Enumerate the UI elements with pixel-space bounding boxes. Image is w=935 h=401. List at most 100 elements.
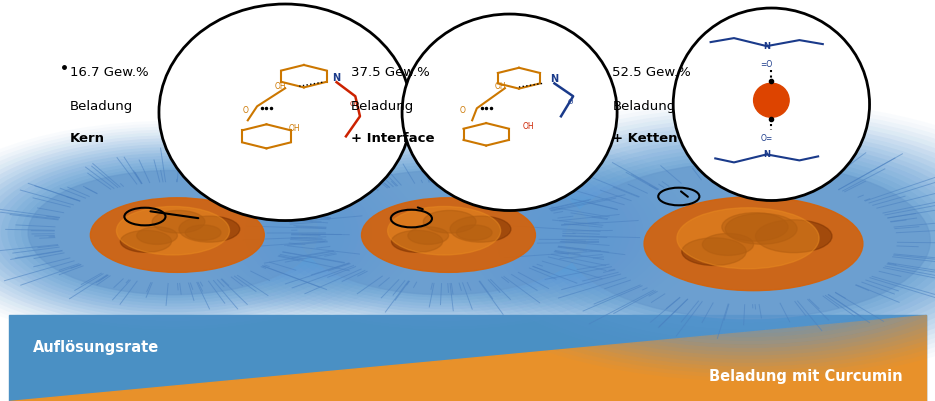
Circle shape	[237, 144, 651, 321]
Ellipse shape	[754, 83, 789, 117]
Circle shape	[0, 144, 380, 321]
Circle shape	[488, 129, 935, 352]
Circle shape	[7, 162, 338, 304]
Circle shape	[677, 208, 819, 269]
Circle shape	[245, 147, 643, 318]
Text: Kern: Kern	[70, 132, 105, 145]
Text: O: O	[460, 106, 466, 115]
Text: OH: OH	[495, 82, 506, 91]
Circle shape	[456, 225, 492, 240]
Circle shape	[272, 159, 616, 306]
Circle shape	[523, 144, 935, 337]
Ellipse shape	[159, 4, 411, 221]
Circle shape	[424, 211, 476, 233]
Circle shape	[549, 155, 935, 326]
Circle shape	[217, 135, 671, 330]
Text: Auflösungsrate: Auflösungsrate	[33, 340, 159, 355]
Circle shape	[0, 132, 407, 333]
Circle shape	[299, 170, 589, 295]
Circle shape	[392, 231, 442, 252]
Circle shape	[0, 138, 393, 327]
Circle shape	[91, 198, 265, 272]
Text: OH: OH	[289, 124, 300, 133]
Circle shape	[557, 159, 935, 322]
Text: + Ketten: + Ketten	[612, 132, 678, 145]
Circle shape	[179, 216, 239, 242]
Text: 37.5 Gew.%: 37.5 Gew.%	[351, 66, 429, 79]
Circle shape	[0, 141, 386, 324]
Circle shape	[0, 130, 413, 336]
Circle shape	[497, 133, 935, 348]
Text: N: N	[763, 150, 770, 159]
Circle shape	[722, 213, 788, 241]
Text: Beladung: Beladung	[612, 100, 676, 113]
Polygon shape	[9, 315, 926, 401]
Circle shape	[117, 207, 229, 255]
Circle shape	[755, 220, 832, 253]
Text: O: O	[243, 106, 249, 115]
Circle shape	[682, 238, 746, 265]
Circle shape	[285, 164, 603, 301]
Circle shape	[463, 118, 935, 363]
Circle shape	[279, 162, 610, 304]
Circle shape	[14, 164, 332, 301]
Circle shape	[0, 153, 359, 312]
Circle shape	[454, 115, 935, 367]
Circle shape	[293, 168, 596, 298]
Circle shape	[362, 198, 536, 272]
Circle shape	[644, 197, 863, 291]
Circle shape	[0, 147, 372, 318]
Circle shape	[137, 227, 178, 244]
Circle shape	[506, 137, 935, 344]
Circle shape	[152, 211, 205, 233]
Circle shape	[121, 231, 171, 252]
Circle shape	[566, 162, 930, 319]
Text: N: N	[551, 75, 558, 84]
Circle shape	[224, 138, 664, 327]
Text: Beladung mit Curcumin: Beladung mit Curcumin	[709, 369, 902, 385]
Text: OH: OH	[275, 82, 286, 91]
Circle shape	[0, 135, 400, 330]
Text: =O: =O	[760, 60, 773, 69]
Circle shape	[702, 233, 754, 255]
Circle shape	[204, 130, 684, 336]
Circle shape	[531, 148, 935, 334]
Circle shape	[471, 122, 935, 359]
Text: O=: O=	[760, 134, 773, 143]
Circle shape	[22, 168, 324, 298]
Circle shape	[539, 151, 935, 330]
Circle shape	[726, 213, 798, 244]
Text: N: N	[333, 73, 340, 83]
Circle shape	[231, 141, 657, 324]
Circle shape	[258, 153, 630, 312]
Circle shape	[185, 225, 221, 240]
Circle shape	[408, 227, 449, 244]
Text: O: O	[568, 99, 573, 105]
Ellipse shape	[402, 14, 617, 211]
Text: 16.7 Gew.%: 16.7 Gew.%	[70, 66, 149, 79]
Circle shape	[28, 170, 318, 295]
Circle shape	[514, 140, 935, 341]
Circle shape	[450, 216, 511, 242]
Circle shape	[480, 126, 935, 356]
Circle shape	[1, 159, 345, 306]
Circle shape	[566, 162, 930, 319]
Text: 52.5 Gew.%: 52.5 Gew.%	[612, 66, 691, 79]
Circle shape	[0, 150, 366, 315]
Circle shape	[299, 170, 589, 295]
Text: + Interface: + Interface	[351, 132, 434, 145]
Text: Beladung: Beladung	[70, 100, 134, 113]
Polygon shape	[9, 315, 926, 401]
Text: O: O	[350, 101, 355, 107]
Circle shape	[266, 156, 623, 309]
Ellipse shape	[673, 8, 870, 200]
Circle shape	[210, 132, 678, 333]
Text: OH: OH	[523, 122, 534, 131]
Text: N: N	[763, 42, 770, 51]
Circle shape	[0, 156, 352, 309]
Text: Beladung: Beladung	[351, 100, 414, 113]
Circle shape	[28, 170, 318, 295]
Circle shape	[388, 207, 500, 255]
Circle shape	[252, 150, 637, 315]
Circle shape	[446, 111, 935, 370]
